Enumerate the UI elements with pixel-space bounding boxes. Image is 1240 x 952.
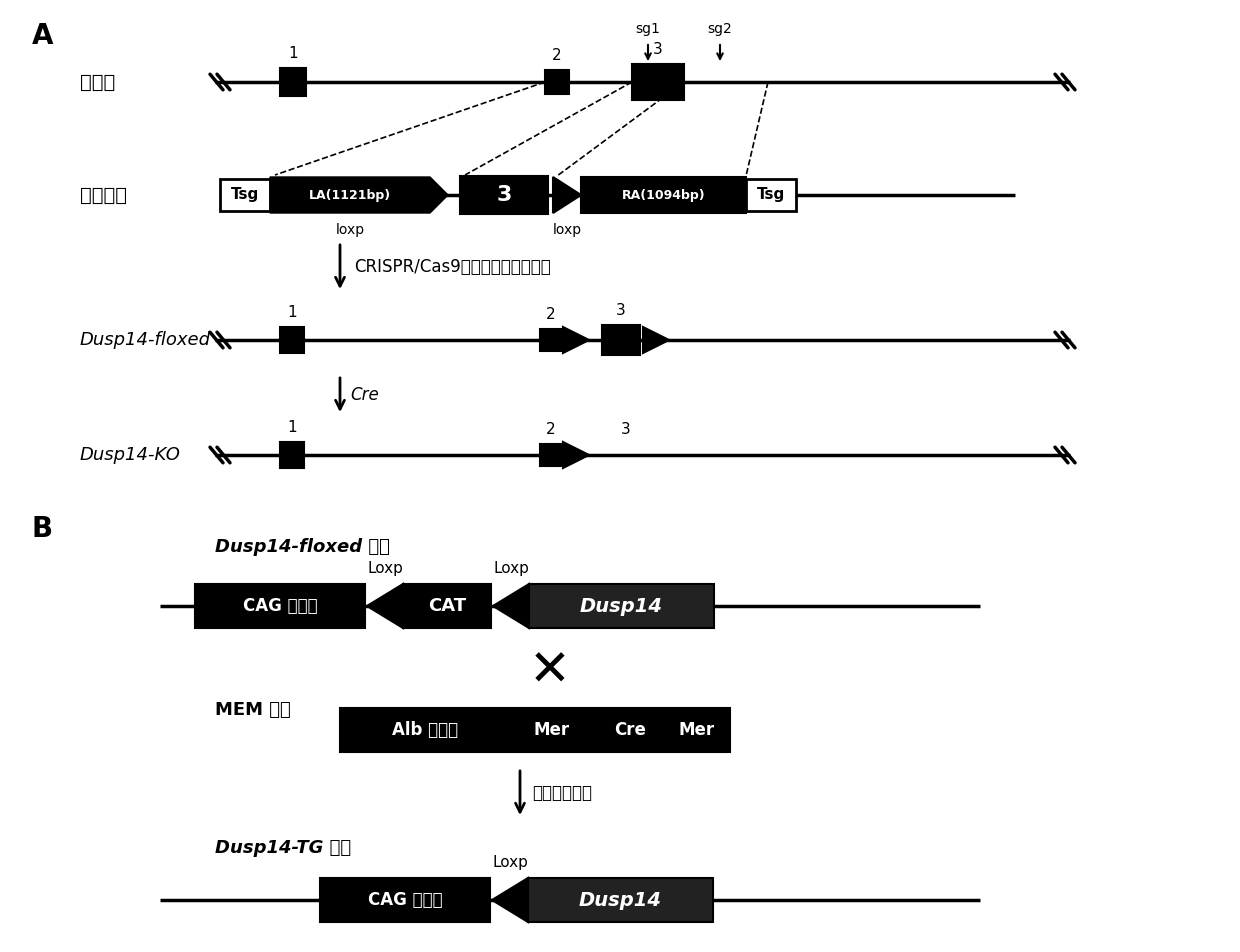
Text: sg1: sg1 bbox=[636, 22, 661, 36]
Bar bbox=[632, 64, 684, 100]
Bar bbox=[601, 325, 640, 355]
Text: 1: 1 bbox=[288, 46, 298, 61]
Text: 2: 2 bbox=[546, 422, 556, 437]
Text: LA(1121bp): LA(1121bp) bbox=[309, 188, 391, 202]
Text: CAG 启动子: CAG 启动子 bbox=[243, 597, 317, 615]
Text: 2: 2 bbox=[552, 48, 562, 63]
Bar bbox=[582, 177, 746, 213]
Bar bbox=[280, 327, 304, 353]
Text: Dusp14: Dusp14 bbox=[580, 597, 663, 616]
Text: Mer: Mer bbox=[680, 721, 715, 739]
Text: Dusp14-floxed: Dusp14-floxed bbox=[81, 331, 211, 349]
Bar bbox=[546, 70, 569, 94]
Text: Mer: Mer bbox=[534, 721, 570, 739]
Text: B: B bbox=[32, 515, 53, 543]
Text: MEM 小鼠: MEM 小鼠 bbox=[215, 701, 290, 719]
Text: Dusp14-KO: Dusp14-KO bbox=[81, 446, 181, 464]
Polygon shape bbox=[563, 327, 589, 353]
Text: 3: 3 bbox=[616, 303, 626, 318]
Text: 3: 3 bbox=[621, 422, 631, 437]
Text: Dusp14: Dusp14 bbox=[579, 890, 662, 909]
Text: RA(1094bp): RA(1094bp) bbox=[621, 188, 706, 202]
Bar bbox=[539, 329, 562, 351]
Text: loxp: loxp bbox=[336, 223, 365, 237]
Polygon shape bbox=[270, 177, 448, 213]
Text: 野生型: 野生型 bbox=[81, 72, 115, 91]
Text: Dusp14-floxed 小鼠: Dusp14-floxed 小鼠 bbox=[215, 538, 389, 556]
Text: Loxp: Loxp bbox=[492, 855, 528, 870]
Bar bbox=[529, 584, 714, 628]
Text: loxp: loxp bbox=[553, 223, 582, 237]
Bar bbox=[195, 584, 365, 628]
Text: 2: 2 bbox=[546, 307, 556, 322]
Polygon shape bbox=[367, 584, 403, 628]
Polygon shape bbox=[492, 878, 528, 922]
Text: 供体载体: 供体载体 bbox=[81, 186, 126, 205]
Text: CAG 启动子: CAG 启动子 bbox=[368, 891, 443, 909]
Text: Loxp: Loxp bbox=[367, 561, 403, 576]
Text: Alb 启动子: Alb 启动子 bbox=[392, 721, 458, 739]
Bar bbox=[746, 179, 796, 211]
Polygon shape bbox=[553, 177, 582, 213]
Text: Tsg: Tsg bbox=[756, 188, 785, 203]
Bar bbox=[280, 442, 304, 468]
Bar bbox=[320, 878, 490, 922]
Bar bbox=[340, 708, 730, 752]
Polygon shape bbox=[644, 327, 670, 353]
Text: Dusp14-TG 小鼠: Dusp14-TG 小鼠 bbox=[215, 839, 351, 857]
Polygon shape bbox=[494, 584, 529, 628]
Text: 3: 3 bbox=[496, 185, 512, 205]
Text: Cre: Cre bbox=[350, 386, 378, 404]
Text: 他莫星芬诱导: 他莫星芬诱导 bbox=[532, 784, 591, 802]
Bar bbox=[528, 878, 713, 922]
Bar bbox=[280, 68, 306, 96]
Text: Tsg: Tsg bbox=[231, 188, 259, 203]
Bar bbox=[539, 444, 562, 466]
Polygon shape bbox=[563, 442, 589, 468]
Text: CRISPR/Cas9介导的同源重组修复: CRISPR/Cas9介导的同源重组修复 bbox=[353, 258, 551, 276]
Text: ✕: ✕ bbox=[529, 648, 570, 696]
Text: 3: 3 bbox=[653, 42, 663, 57]
Text: A: A bbox=[32, 22, 53, 50]
Text: CAT: CAT bbox=[428, 597, 466, 615]
Bar bbox=[460, 176, 548, 214]
Bar bbox=[219, 179, 270, 211]
Text: Loxp: Loxp bbox=[494, 561, 529, 576]
Text: Cre: Cre bbox=[614, 721, 646, 739]
Text: sg2: sg2 bbox=[708, 22, 733, 36]
Text: 1: 1 bbox=[288, 420, 296, 435]
Bar bbox=[403, 584, 491, 628]
Text: 1: 1 bbox=[288, 305, 296, 320]
